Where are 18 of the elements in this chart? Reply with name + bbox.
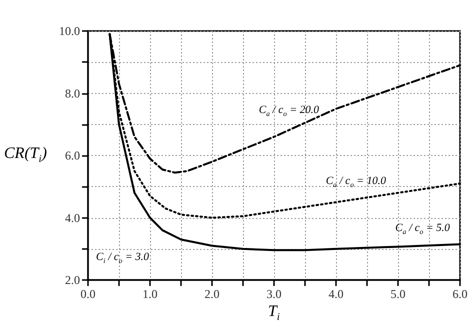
y-tick-label: 2.0	[65, 273, 80, 287]
y-tick-label: 10.0	[59, 24, 80, 38]
x-tick-label: 3.0	[266, 287, 282, 301]
series-label: C$_{a}$ / c$_{o}$ = 20.0	[258, 104, 320, 118]
x-tick-label: 6.0	[452, 287, 468, 301]
x-tick-label: 0.0	[80, 287, 96, 301]
x-axis-title: T$_{i}$	[268, 303, 280, 324]
y-tick-label: 4.0	[65, 210, 80, 225]
x-tick-label: 4.0	[328, 287, 344, 301]
series-label: C$_{a}$ / c$_{o}$ = 5.0	[395, 222, 450, 236]
y-axis-title: CR(T$_{i}$)	[4, 144, 47, 166]
x-tick-label: 1.0	[142, 287, 158, 301]
x-tick-label: 5.0	[390, 287, 406, 301]
y-tick-label: 6.0	[65, 148, 80, 162]
series-label: C$_{a}$ / c$_{o}$ = 10.0	[326, 175, 386, 190]
x-tick-label: 2.0	[204, 287, 220, 301]
y-tick-label: 8.0	[65, 86, 80, 100]
annotation: C$_{i}$ / c$_{o}$ = 3.0	[96, 251, 150, 266]
